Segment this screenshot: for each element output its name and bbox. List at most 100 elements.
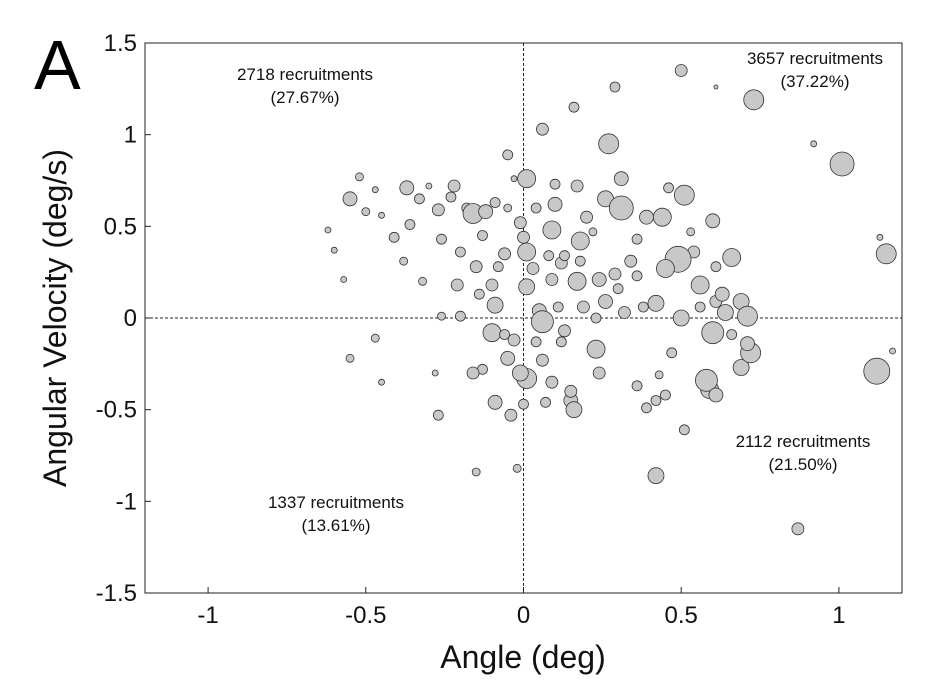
x-axis-title: Angle (deg): [440, 639, 605, 675]
data-point: [536, 353, 549, 367]
y-tick-label: 0.5: [104, 213, 137, 240]
data-point: [478, 204, 494, 220]
data-point: [431, 203, 445, 217]
data-point: [613, 171, 629, 187]
data-point: [512, 463, 522, 473]
data-point: [652, 207, 672, 227]
data-point: [486, 296, 504, 314]
data-point: [639, 209, 654, 225]
data-point: [722, 248, 742, 267]
data-point: [526, 262, 540, 275]
data-point: [650, 395, 662, 406]
data-point: [545, 375, 559, 389]
quadrant-annotation-lower-right-percent: (21.50%): [769, 455, 838, 474]
data-point: [425, 182, 433, 190]
data-point: [705, 213, 721, 229]
data-point: [517, 169, 537, 189]
data-point: [549, 178, 561, 190]
data-point: [445, 191, 457, 203]
data-point: [876, 233, 884, 241]
data-point: [388, 231, 400, 243]
data-point: [431, 369, 439, 377]
data-point: [489, 197, 501, 208]
x-axis-ticks: -1 -0.5 0 0.5 1: [197, 587, 846, 629]
data-point: [591, 272, 607, 287]
data-point: [637, 301, 649, 313]
y-axis-ticks: -1.5 -1 -0.5 0 0.5 1 1.5: [96, 30, 151, 607]
data-point: [436, 233, 447, 245]
data-point: [399, 256, 409, 266]
y-tick-label: 0: [124, 305, 137, 332]
data-point: [612, 283, 624, 295]
data-point: [542, 220, 562, 240]
data-point: [503, 203, 513, 213]
data-point: [567, 271, 587, 291]
x-tick-label: -1: [197, 602, 218, 629]
data-point: [889, 347, 896, 355]
data-point: [695, 368, 718, 392]
data-point: [370, 333, 380, 343]
data-point: [545, 273, 559, 286]
data-point: [592, 366, 606, 380]
data-point: [710, 261, 722, 273]
data-point: [432, 409, 444, 421]
data-point: [487, 394, 503, 410]
data-point: [631, 233, 643, 245]
data-point: [507, 333, 521, 347]
x-tick-label: -0.5: [345, 602, 386, 629]
data-point: [674, 64, 688, 77]
data-point: [647, 467, 665, 485]
data-point: [743, 89, 765, 111]
panel-label: A: [34, 26, 81, 104]
data-point: [517, 242, 537, 262]
data-point: [863, 357, 891, 385]
quadrant-annotation-upper-right-percent: (37.22%): [781, 72, 850, 91]
data-point: [324, 226, 332, 234]
data-point: [654, 370, 664, 380]
data-point: [565, 401, 583, 419]
data-point: [482, 323, 502, 343]
data-point: [686, 227, 696, 237]
data-point: [694, 301, 706, 313]
data-point: [608, 267, 622, 281]
data-point: [647, 294, 665, 312]
data-point: [588, 227, 598, 237]
data-point: [570, 179, 584, 193]
data-point: [437, 311, 446, 321]
data-point: [504, 408, 518, 422]
data-point: [708, 387, 724, 403]
data-point: [732, 359, 750, 376]
data-point: [609, 81, 621, 93]
data-point: [631, 380, 643, 392]
data-point: [530, 336, 542, 348]
data-point: [673, 184, 695, 206]
data-point: [618, 306, 631, 319]
data-point: [701, 321, 725, 345]
data-point: [330, 246, 338, 254]
data-point: [536, 122, 549, 136]
data-point: [530, 202, 542, 214]
data-point: [471, 467, 481, 477]
data-point: [586, 339, 606, 359]
data-point: [568, 101, 580, 113]
quadrant-annotation-lower-left-count: 1337 recruitments: [268, 493, 404, 512]
x-tick-label: 0: [517, 602, 530, 629]
data-point: [726, 329, 738, 340]
quadrant-annotations: 2718 recruitments (27.67%) 3657 recruitmen…: [237, 49, 883, 535]
data-point: [678, 424, 690, 436]
data-point: [450, 278, 464, 292]
data-point: [455, 310, 466, 322]
data-point: [570, 231, 590, 251]
y-tick-label: -1.5: [96, 580, 137, 607]
data-point: [466, 366, 480, 380]
y-tick-label: 1.5: [104, 30, 137, 57]
data-point: [361, 207, 371, 217]
data-point: [547, 196, 563, 212]
data-point: [378, 378, 385, 386]
data-point: [740, 336, 755, 352]
data-point: [378, 211, 385, 219]
data-point: [510, 175, 518, 183]
data-point: [559, 250, 570, 262]
quadrant-annotation-upper-left-count: 2718 recruitments: [237, 65, 373, 84]
data-point: [414, 193, 425, 205]
